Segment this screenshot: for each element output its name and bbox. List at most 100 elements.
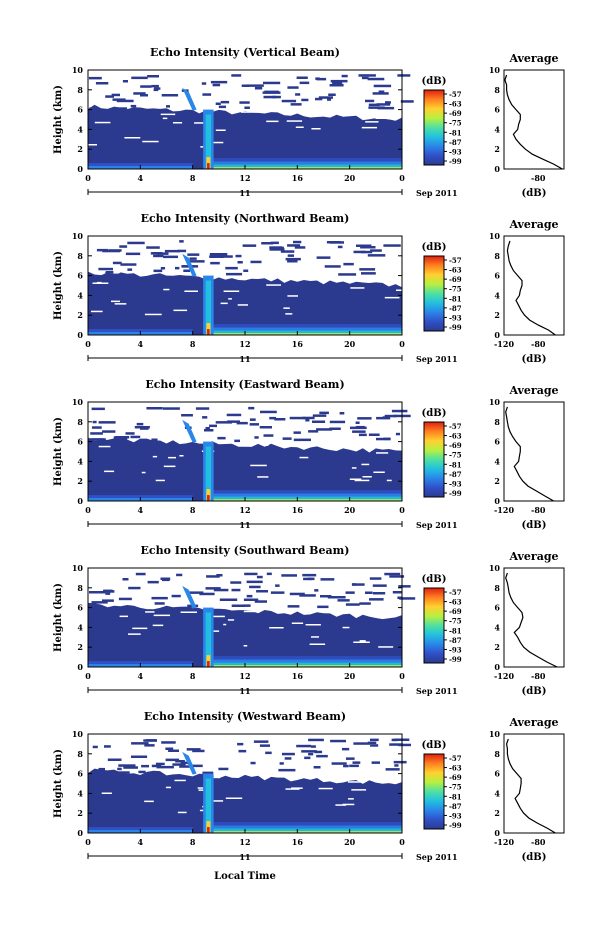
gap-patch [353,110,363,112]
echo-patch [377,106,395,110]
echo-patch [301,98,309,102]
echo-patch [234,439,240,443]
gap-patch [342,803,355,806]
gap-patch [243,645,248,647]
boundary-layer-band [212,333,402,335]
echo-patch [372,592,386,595]
gap-patch [345,443,361,445]
y-tick-label: 6 [77,769,83,779]
plume-feature [207,661,210,667]
echo-patch [337,599,350,602]
colorbar-tick-label: -99 [449,323,462,332]
colorbar-tick-label: -99 [449,489,462,498]
echo-patch [385,768,400,771]
echo-patch [260,410,277,414]
echo-patch [177,249,187,253]
echo-patch [287,86,299,89]
colorbar-tick-label: -87 [449,802,462,811]
echo-patch [209,424,217,428]
echo-patch [370,249,382,252]
y-axis-label: Height (km) [53,85,64,154]
echo-patch [125,252,141,256]
average-x-tick-label: -80 [531,505,546,515]
average-title: Average [508,384,558,397]
echo-patch [102,430,116,433]
echo-patch [270,241,279,245]
y-tick-label: 8 [77,251,83,261]
echo-patch [243,604,251,607]
echo-patch [249,423,259,426]
x-tick-label: 12 [239,837,250,847]
echo-patch [151,596,168,600]
echo-patch [88,76,102,80]
echo-patch [320,595,332,598]
gap-patch [94,121,111,124]
echo-patch [384,572,401,576]
echo-patch [289,416,306,420]
average-title: Average [508,550,558,563]
y-tick-label: 10 [72,231,84,241]
echo-patch [353,742,371,745]
average-y-tick-label: 6 [494,603,500,613]
colorbar-tick-label: -69 [449,109,462,118]
echo-patch [281,99,297,103]
echo-patch [105,95,114,98]
x-tick-label: 0 [85,505,91,515]
echo-patch [324,265,341,268]
echo-patch [338,273,357,276]
echo-patch [254,87,263,90]
echo-patch [308,752,314,756]
gap-patch [91,310,103,313]
echo-patch [147,580,159,584]
echo-patch [168,749,179,752]
echo-patch [382,416,389,419]
echo-patch [98,421,116,424]
echo-patch [151,84,159,88]
echo-patch [154,602,165,605]
echo-patch [326,241,341,244]
echo-patch [391,409,408,413]
gap-patch [321,278,333,280]
average-profile-line [505,406,554,502]
colorbar-tick-label: -57 [449,90,462,99]
day-label: 11 [239,686,250,696]
echo-patch [118,764,136,767]
echo-patch [358,433,367,437]
x-tick-label: 12 [239,339,250,349]
x-tick-label: 16 [292,505,304,515]
echo-patch [289,592,305,596]
gap-patch [194,122,210,124]
echo-patch [154,87,161,90]
colorbar-tick-label: -87 [449,470,462,479]
echo-patch [361,76,369,80]
gap-patch [163,288,170,291]
echo-patch [205,427,210,430]
colorbar-tick-label: -63 [449,598,462,607]
y-tick-label: 8 [77,583,83,593]
echo-patch [373,84,392,88]
average-y-tick-label: 0 [494,828,500,838]
echo-patch [125,432,135,435]
echo-patch [350,426,367,430]
echo-patch [146,246,160,249]
heatmap-area [88,572,416,667]
colorbar-tick-label: -93 [449,811,462,820]
echo-patch [384,414,397,418]
echo-patch [293,438,311,442]
echo-patch [115,436,130,439]
gap-patch [342,626,350,629]
average-profile-line [506,240,556,336]
echo-patch [287,260,298,263]
echo-patch [202,771,214,775]
y-axis-label: Height (km) [53,417,64,486]
echo-patch [287,244,301,247]
echo-patch [91,426,102,429]
echo-patch [353,250,366,254]
echo-patch [294,246,306,249]
echo-patch [342,747,350,751]
echo-patch [230,581,242,584]
echo-patch [151,438,158,441]
gap-patch [295,126,304,128]
average-x-label: (dB) [522,354,547,365]
